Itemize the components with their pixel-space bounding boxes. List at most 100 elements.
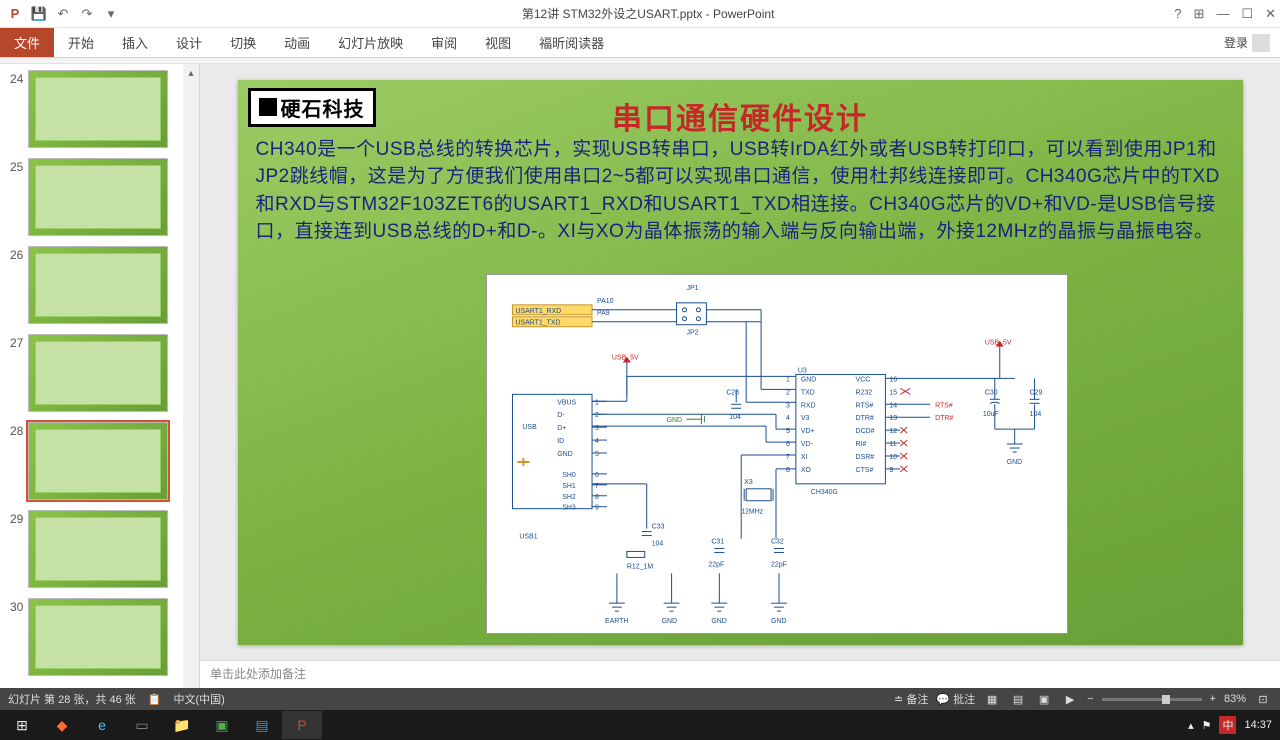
login-button[interactable]: 登录 bbox=[1214, 28, 1280, 57]
slide-counter: 幻灯片 第 28 张，共 46 张 bbox=[8, 691, 136, 707]
language-status[interactable]: 中文(中国) bbox=[173, 691, 224, 707]
svg-text:V3: V3 bbox=[800, 415, 809, 422]
circuit-schematic: USART1_RXD USART1_TXD PA10 PA9 JP1 JP2 U… bbox=[486, 274, 1068, 634]
svg-text:USB1: USB1 bbox=[519, 533, 537, 540]
svg-text:1: 1 bbox=[785, 376, 789, 383]
svg-text:9: 9 bbox=[595, 504, 599, 511]
svg-text:1: 1 bbox=[595, 399, 599, 406]
svg-text:14: 14 bbox=[889, 402, 897, 409]
slide-body-text: CH340是一个USB总线的转换芯片，实现USB转串口，USB转IrDA红外或者… bbox=[256, 136, 1225, 246]
reading-view-icon[interactable]: ▣ bbox=[1035, 691, 1053, 707]
zoom-slider[interactable] bbox=[1102, 698, 1202, 701]
svg-text:C28: C28 bbox=[726, 389, 739, 396]
taskbar-app-4[interactable]: 📁 bbox=[162, 711, 202, 739]
fit-window-icon[interactable]: ⊡ bbox=[1254, 691, 1272, 707]
tray-up-icon[interactable]: ▴ bbox=[1188, 719, 1194, 732]
tab-foxit[interactable]: 福昕阅读器 bbox=[525, 28, 618, 57]
svg-text:RTS#: RTS# bbox=[855, 402, 873, 409]
svg-text:ID: ID bbox=[557, 438, 564, 445]
taskbar-app-3[interactable]: ▭ bbox=[122, 711, 162, 739]
slideshow-view-icon[interactable]: ▶ bbox=[1061, 691, 1079, 707]
tray-ime[interactable]: 中 bbox=[1219, 716, 1236, 734]
file-tab[interactable]: 文件 bbox=[0, 28, 54, 57]
tab-animation[interactable]: 动画 bbox=[270, 28, 324, 57]
svg-text:10: 10 bbox=[889, 453, 897, 460]
document-title: 第12讲 STM32外设之USART.pptx - PowerPoint bbox=[122, 5, 1174, 22]
svg-text:22pF: 22pF bbox=[771, 561, 787, 568]
minimize-icon[interactable]: ― bbox=[1216, 6, 1229, 22]
slideshow-icon[interactable]: ▾ bbox=[100, 3, 122, 25]
taskbar-app-2[interactable]: e bbox=[82, 711, 122, 739]
slide-thumbnails[interactable]: 24252627282930 ▴ bbox=[0, 64, 200, 688]
svg-text:XI: XI bbox=[800, 453, 807, 460]
svg-text:SH2: SH2 bbox=[562, 493, 576, 500]
svg-text:8: 8 bbox=[595, 493, 599, 500]
svg-text:6: 6 bbox=[595, 471, 599, 478]
start-button[interactable]: ⊞ bbox=[2, 711, 42, 739]
tab-home[interactable]: 开始 bbox=[54, 28, 108, 57]
zoom-level[interactable]: 83% bbox=[1224, 693, 1246, 705]
slide-thumb-27[interactable] bbox=[28, 334, 168, 412]
slide-thumb-24[interactable] bbox=[28, 70, 168, 148]
taskbar-app-1[interactable]: ◆ bbox=[42, 711, 82, 739]
maximize-icon[interactable]: ☐ bbox=[1241, 6, 1253, 22]
ribbon-toggle-icon[interactable]: ⊞ bbox=[1194, 6, 1205, 22]
svg-text:GND: GND bbox=[711, 618, 726, 625]
tray-flag-icon[interactable]: ⚑ bbox=[1202, 719, 1212, 732]
normal-view-icon[interactable]: ▦ bbox=[983, 691, 1001, 707]
svg-text:CH340G: CH340G bbox=[810, 488, 837, 495]
svg-text:XO: XO bbox=[800, 466, 811, 473]
notes-pane[interactable]: 单击此处添加备注 bbox=[200, 660, 1280, 688]
svg-text:VD+: VD+ bbox=[800, 428, 814, 435]
svg-text:12MHz: 12MHz bbox=[741, 508, 764, 515]
svg-text:USART1_TXD: USART1_TXD bbox=[515, 319, 560, 326]
svg-text:D+: D+ bbox=[557, 425, 566, 432]
svg-text:C33: C33 bbox=[651, 523, 664, 530]
tab-view[interactable]: 视图 bbox=[471, 28, 525, 57]
svg-text:9: 9 bbox=[889, 466, 893, 473]
tab-review[interactable]: 审阅 bbox=[417, 28, 471, 57]
slide-thumb-25[interactable] bbox=[28, 158, 168, 236]
comments-button[interactable]: 💬 批注 bbox=[936, 691, 975, 707]
svg-text:2: 2 bbox=[785, 389, 789, 396]
tab-design[interactable]: 设计 bbox=[162, 28, 216, 57]
svg-text:10uF: 10uF bbox=[982, 411, 998, 418]
help-icon[interactable]: ? bbox=[1174, 6, 1181, 22]
notes-button[interactable]: ≐ 备注 bbox=[894, 691, 928, 707]
svg-text:11: 11 bbox=[889, 441, 896, 448]
slide-thumb-28[interactable] bbox=[28, 422, 168, 500]
svg-text:15: 15 bbox=[889, 389, 897, 396]
slide-thumb-29[interactable] bbox=[28, 510, 168, 588]
slide-thumb-26[interactable] bbox=[28, 246, 168, 324]
undo-icon[interactable]: ↶ bbox=[52, 3, 74, 25]
svg-text:6: 6 bbox=[785, 441, 789, 448]
svg-text:8: 8 bbox=[785, 466, 789, 473]
svg-text:4: 4 bbox=[595, 438, 599, 445]
taskbar-powerpoint[interactable]: P bbox=[282, 711, 322, 739]
zoom-out-icon[interactable]: − bbox=[1087, 693, 1093, 705]
svg-text:RTS#: RTS# bbox=[935, 402, 953, 409]
svg-text:VCC: VCC bbox=[855, 376, 870, 383]
svg-text:DCD#: DCD# bbox=[855, 428, 874, 435]
tab-insert[interactable]: 插入 bbox=[108, 28, 162, 57]
svg-text:C31: C31 bbox=[711, 538, 724, 545]
save-icon[interactable]: 💾 bbox=[28, 3, 50, 25]
tab-transition[interactable]: 切换 bbox=[216, 28, 270, 57]
svg-text:104: 104 bbox=[729, 414, 741, 421]
redo-icon[interactable]: ↷ bbox=[76, 3, 98, 25]
thumbnail-scrollbar[interactable]: ▴ bbox=[183, 64, 199, 688]
svg-text:C30: C30 bbox=[984, 389, 997, 396]
zoom-in-icon[interactable]: + bbox=[1210, 693, 1216, 705]
tray-clock[interactable]: 14:37 bbox=[1244, 719, 1272, 731]
scroll-up-icon[interactable]: ▴ bbox=[183, 64, 199, 82]
slide-canvas[interactable]: 硬石科技 串口通信硬件设计 CH340是一个USB总线的转换芯片，实现USB转串… bbox=[238, 80, 1243, 645]
tab-slideshow[interactable]: 幻灯片放映 bbox=[324, 28, 417, 57]
svg-text:GND: GND bbox=[661, 618, 676, 625]
svg-text:USART1_RXD: USART1_RXD bbox=[515, 307, 561, 314]
slide-thumb-30[interactable] bbox=[28, 598, 168, 676]
taskbar-app-6[interactable]: ▤ bbox=[242, 711, 282, 739]
spellcheck-icon[interactable]: 📋 bbox=[148, 693, 162, 706]
sorter-view-icon[interactable]: ▤ bbox=[1009, 691, 1027, 707]
close-icon[interactable]: ✕ bbox=[1265, 6, 1276, 22]
taskbar-app-5[interactable]: ▣ bbox=[202, 711, 242, 739]
